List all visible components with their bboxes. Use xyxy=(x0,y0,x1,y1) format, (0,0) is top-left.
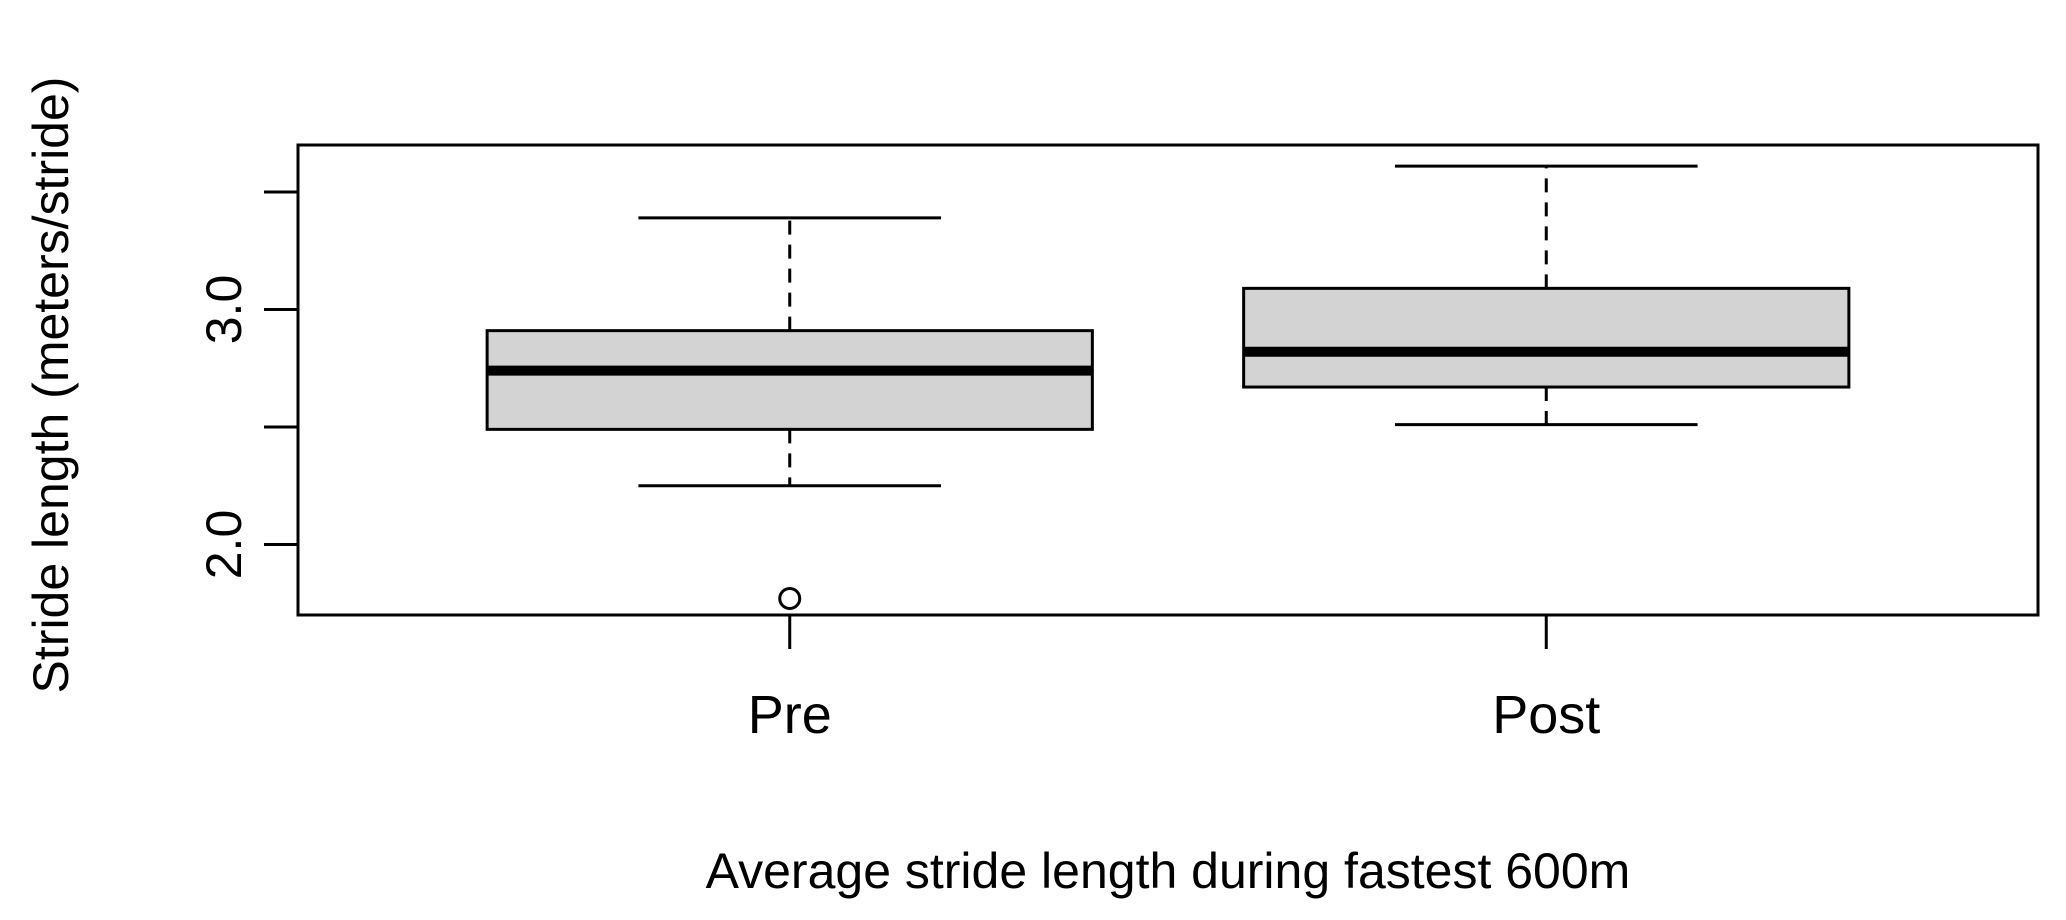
iqr-box xyxy=(1242,286,1851,389)
box-pre xyxy=(485,216,1094,611)
x-axis: Pre Post xyxy=(748,615,1600,745)
y-axis-label: Stride length (meters/stride) xyxy=(23,77,79,694)
iqr-box xyxy=(485,329,1094,431)
x-tick-label: Post xyxy=(1492,685,1600,745)
box-post xyxy=(1242,164,1851,427)
x-tick-label: Pre xyxy=(748,685,832,745)
plot-frame xyxy=(296,143,2040,617)
y-tick-label: 3.0 xyxy=(196,275,252,345)
outlier-point xyxy=(778,587,802,611)
x-axis-label: Average stride length during fastest 600… xyxy=(706,843,1631,899)
y-axis: 2.0 3.0 xyxy=(196,190,298,580)
boxes-layer xyxy=(485,164,1851,611)
y-tick-label: 2.0 xyxy=(196,510,252,580)
